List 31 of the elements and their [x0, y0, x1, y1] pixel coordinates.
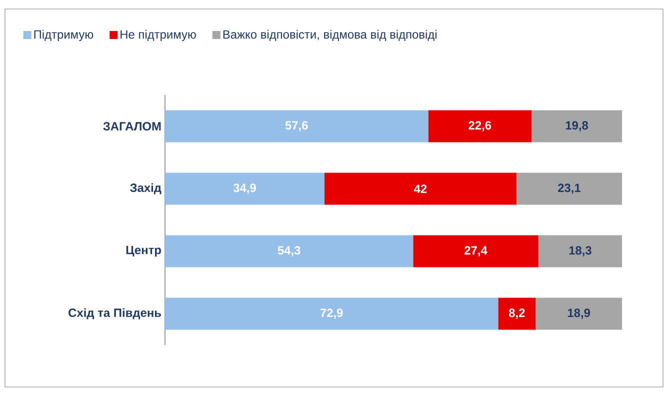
data-label: 34,9 [233, 184, 256, 194]
data-label: 19,8 [566, 121, 588, 132]
bar [532, 110, 622, 142]
bar [165, 235, 414, 268]
data-label: 18,9 [568, 308, 590, 319]
bar [536, 298, 622, 330]
legend-label: Не підтримую [120, 30, 196, 42]
legend-label: Підтримую [34, 30, 94, 42]
legend-label: Важко відповісти, відмова від відповіді [223, 30, 436, 41]
data-label: 54,3 [278, 246, 300, 256]
bar [324, 172, 516, 205]
data-label: 42 [414, 184, 427, 193]
bar [413, 235, 538, 268]
data-label: 8,2 [508, 308, 525, 319]
data-label: 22,6 [468, 121, 492, 132]
bar [165, 298, 498, 330]
bar [516, 172, 622, 205]
data-label: 72,9 [320, 308, 343, 319]
y-tick-label: Центр [126, 246, 161, 257]
bar [498, 298, 536, 330]
data-label: 18,3 [569, 246, 592, 256]
bar [165, 172, 324, 205]
bar [165, 110, 428, 142]
y-tick-label: Схід та Південь [68, 308, 161, 320]
bar [428, 110, 532, 142]
data-label: 23,1 [558, 184, 581, 194]
y-tick-label: ЗАГАЛОМ [103, 122, 161, 130]
bar [538, 235, 622, 268]
data-label: 57,6 [285, 121, 308, 132]
y-tick-label: Захід [130, 183, 162, 194]
data-label: 27,4 [464, 246, 488, 256]
